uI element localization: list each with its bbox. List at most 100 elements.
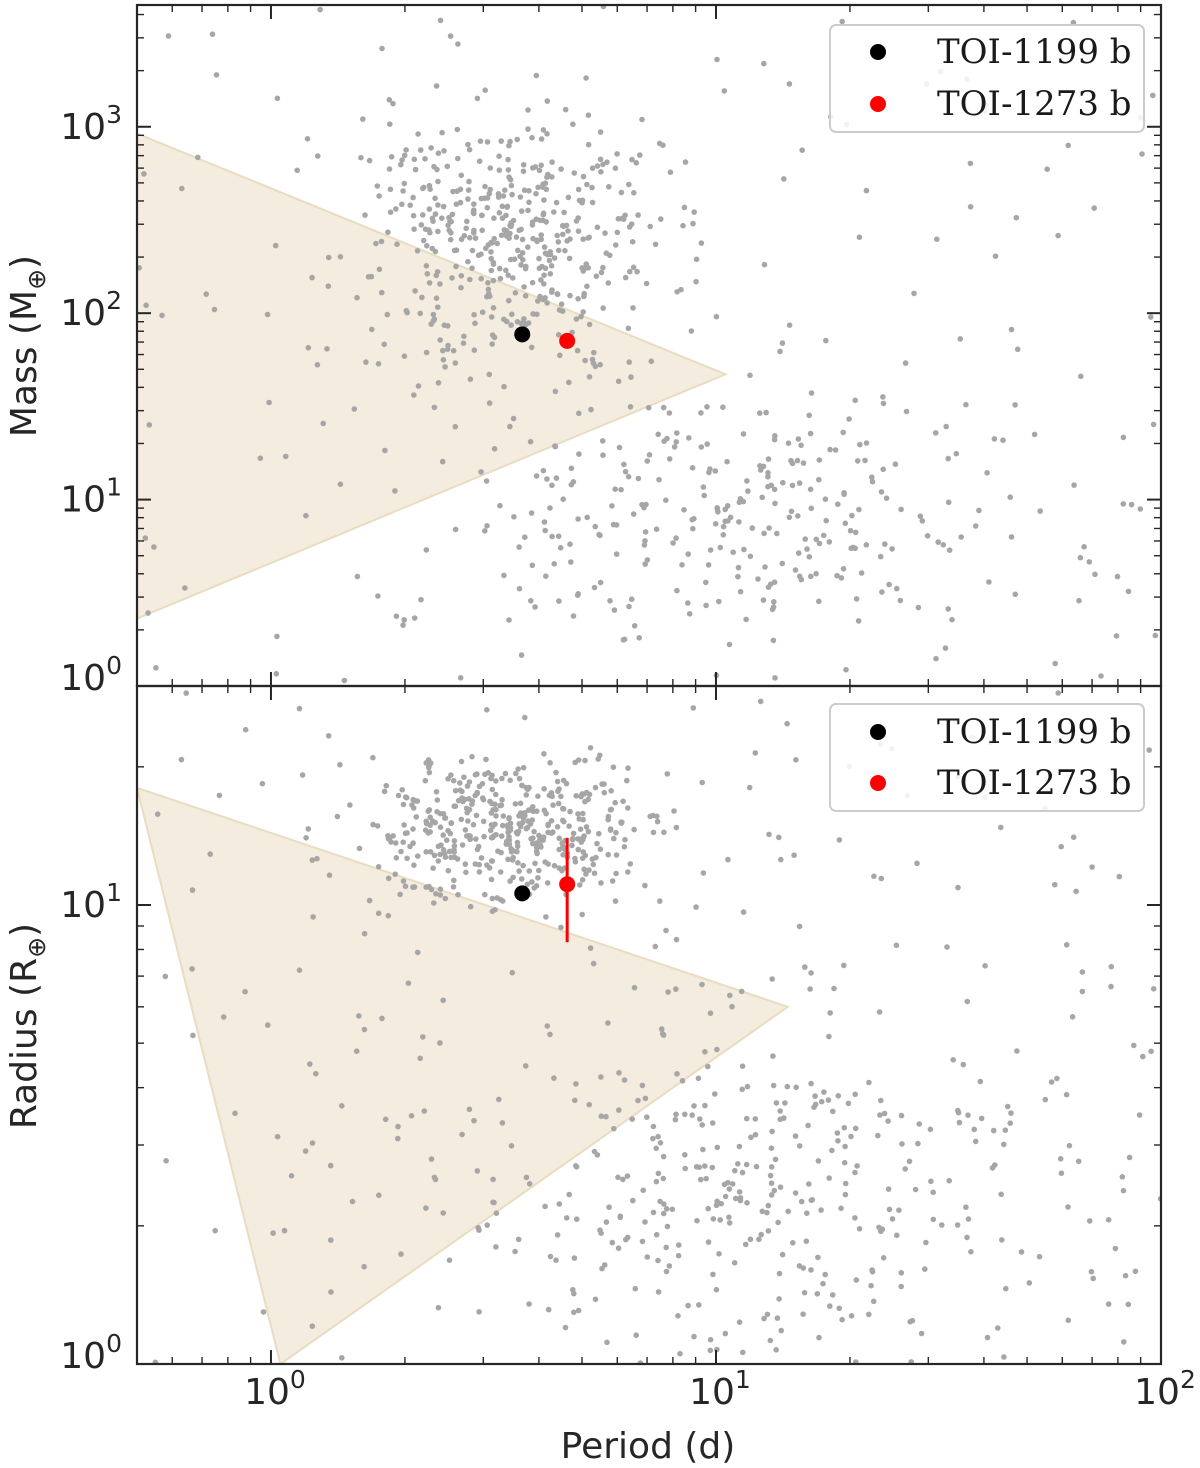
mass-background-point [917,513,924,519]
mass-background-point [474,95,481,102]
mass-background-point [693,278,699,285]
mass-background-point [586,321,593,328]
radius-background-point [998,1191,1004,1198]
radius-background-point [912,1186,919,1193]
radius-background-point [870,1298,877,1305]
mass-background-point [179,185,185,192]
radius-background-point [366,897,373,904]
radius-background-point [660,1175,667,1182]
mass-background-point [547,505,553,511]
mass-background-point [514,136,520,143]
radius-background-point [798,1198,805,1205]
radius-background-point [555,800,562,807]
radius-background-point [625,765,631,771]
radius-background-point [404,855,410,862]
radius-background-point [183,690,189,696]
mass-shaded-region [137,132,729,620]
mass-background-point [634,268,640,275]
radius-background-point [655,1170,662,1177]
mass-background-point [691,515,697,522]
radius-background-point [570,830,577,837]
radius-background-point [999,1237,1005,1243]
radius-background-point [652,943,659,950]
mass-background-point [503,318,510,325]
radius-background-point [739,1063,746,1069]
radius-background-point [305,826,312,832]
mass-background-point [967,204,974,210]
radius-background-point [1108,963,1115,970]
radius-background-point [440,997,447,1004]
mass-background-point [840,566,847,572]
mass-background-point [794,457,801,464]
mass-background-point [642,538,648,544]
radius-background-point [673,824,680,831]
radius-background-point [619,819,625,825]
radius-background-point [554,778,561,785]
radius-background-point [490,1176,496,1183]
mass-background-point [548,263,555,269]
radius-background-point [451,803,458,809]
radius-background-point [576,816,582,822]
radius-background-point [598,880,604,886]
mass-background-point [390,100,396,107]
mass-background-point [544,131,550,137]
radius-background-point [629,1116,635,1122]
mass-background-point [484,139,491,145]
mass-background-point [516,544,522,550]
mass-background-point [612,165,619,171]
mass-background-point [645,404,652,411]
mass-background-point [501,383,507,390]
radius-background-point [736,1189,743,1195]
mass-background-point [646,452,653,458]
radius-background-point [826,1033,832,1040]
mass-background-point [779,560,786,567]
radius-background-point [765,1202,772,1209]
radius-background-point [653,1231,660,1238]
radius-background-point [558,793,564,800]
mass-background-point [415,383,422,389]
mass-background-point [945,499,952,506]
radius-background-point [375,864,382,870]
mass-background-point [491,215,497,221]
radius-background-point [726,1214,732,1220]
radius-background-point [613,870,619,877]
radius-background-point [259,780,266,787]
mass-background-point [509,191,515,198]
mass-background-point [1139,151,1145,157]
radius-background-point [1136,1112,1143,1118]
mass-background-point [540,467,547,474]
mass-background-point [1078,373,1084,380]
radius-background-point [401,822,407,828]
mass-background-point [544,251,551,258]
radius-background-point [496,1096,502,1103]
mass-background-point [464,218,470,225]
mass-background-point [440,347,446,354]
mass-background-point [455,41,461,47]
radius-background-point [353,1048,360,1054]
mass-background-point [324,346,330,352]
radius-background-point [898,1270,905,1276]
radius-background-point [603,1113,609,1120]
radius-background-point [537,842,543,848]
mass-background-point [457,186,464,193]
radius-background-point [1075,1158,1082,1165]
radius-background-point [899,1141,905,1147]
mass-background-point [1012,591,1019,598]
mass-background-point [574,347,581,354]
radius-y-tick-label: 101 [60,878,122,926]
radius-background-point [675,1252,682,1259]
radius-background-point [582,852,589,859]
radius-background-point [972,1138,979,1145]
radius-background-point [977,1078,984,1085]
radius-background-point [765,1228,772,1234]
mass-background-point [735,564,742,571]
mass-background-point [442,364,448,370]
radius-background-point [591,1148,598,1155]
radius-background-point [486,865,493,871]
radius-background-point [732,1167,738,1174]
mass-background-point [886,581,892,588]
radius-background-point [830,1108,836,1115]
radius-background-point [676,1242,682,1248]
